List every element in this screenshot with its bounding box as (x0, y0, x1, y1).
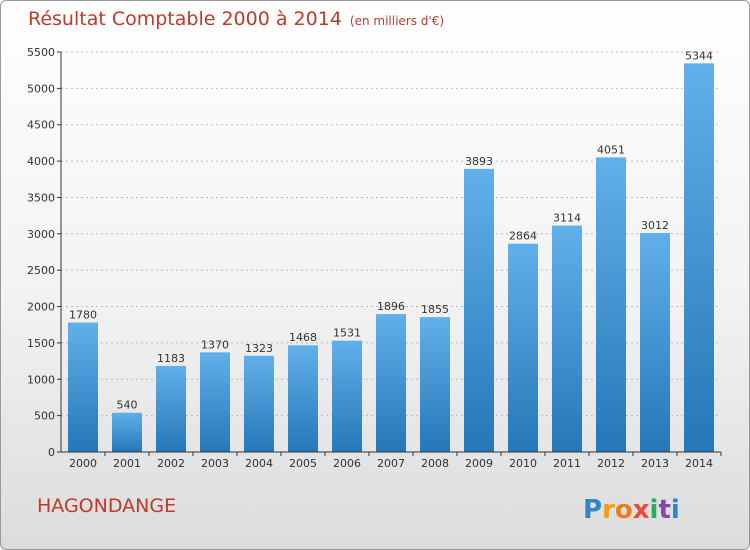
chart-title-block: Résultat Comptable 2000 à 2014 (en millie… (28, 8, 444, 30)
x-tick-label: 2011 (553, 457, 581, 470)
y-tick-label: 2500 (27, 264, 55, 277)
bar (464, 168, 494, 452)
y-tick-label: 1000 (27, 373, 55, 386)
data-label: 1370 (201, 338, 229, 351)
bars (68, 63, 714, 452)
bar (200, 352, 230, 452)
data-label: 5344 (685, 49, 713, 62)
bar (156, 365, 186, 452)
bar (332, 340, 362, 452)
x-tick-label: 2008 (421, 457, 449, 470)
bar (244, 355, 274, 452)
x-tick-label: 2014 (685, 457, 713, 470)
axes: 0 500 1000 1500 2000 2500 3000 3500 4000 4500 5000… (27, 46, 722, 470)
bar (376, 314, 406, 452)
y-tick-label: 4000 (27, 155, 55, 168)
x-tick-label: 2006 (333, 457, 361, 470)
data-label: 3114 (553, 212, 581, 225)
data-label: 1531 (333, 327, 361, 340)
y-tick-label: 500 (34, 410, 55, 423)
data-labels: 1780 540 1183 1370 1323 1468 1531 1896 1855 3893 2… (69, 49, 713, 411)
x-tick-label: 2003 (201, 457, 229, 470)
x-tick-label: 2001 (113, 457, 141, 470)
data-label: 4051 (597, 143, 625, 156)
y-tick-label: 3500 (27, 191, 55, 204)
bar (68, 322, 98, 452)
data-label: 1896 (377, 300, 405, 313)
x-tick-label: 2005 (289, 457, 317, 470)
x-tick-label: 2004 (245, 457, 273, 470)
y-tick-label: 3000 (27, 228, 55, 241)
y-tick-label: 5500 (27, 46, 55, 59)
bar (552, 225, 582, 452)
y-tick-label: 1500 (27, 337, 55, 350)
svg-text:Proxiti: Proxiti (583, 495, 680, 525)
town-name: HAGONDANGE (37, 495, 177, 517)
y-tick-label: 2000 (27, 301, 55, 314)
chart-title: Résultat Comptable 2000 à 2014 (28, 8, 342, 30)
data-label: 1468 (289, 331, 317, 344)
data-label: 3012 (641, 219, 669, 232)
data-label: 1855 (421, 303, 449, 316)
y-tick-label: 4500 (27, 119, 55, 132)
x-tick-label: 2000 (69, 457, 97, 470)
bar (420, 317, 450, 452)
y-tick-label: 5000 (27, 82, 55, 95)
chart-subtitle: (en milliers d'€) (349, 14, 445, 28)
x-tick-label: 2002 (157, 457, 185, 470)
bar (508, 243, 538, 452)
y-tick-label: 0 (48, 446, 55, 459)
bar (112, 412, 142, 452)
x-tick-label: 2013 (641, 457, 669, 470)
proxiti-logo: Proxiti (583, 495, 680, 525)
bar (640, 232, 670, 452)
x-tick-label: 2010 (509, 457, 537, 470)
data-label: 3893 (465, 155, 493, 168)
bar (596, 157, 626, 452)
x-tick-label: 2007 (377, 457, 405, 470)
data-label: 1183 (157, 352, 185, 365)
data-label: 1323 (245, 342, 273, 355)
data-label: 2864 (509, 230, 537, 243)
x-tick-label: 2012 (597, 457, 625, 470)
data-label: 540 (117, 399, 138, 412)
bar (684, 63, 714, 452)
bar (288, 345, 318, 452)
data-label: 1780 (69, 309, 97, 322)
x-tick-label: 2009 (465, 457, 493, 470)
